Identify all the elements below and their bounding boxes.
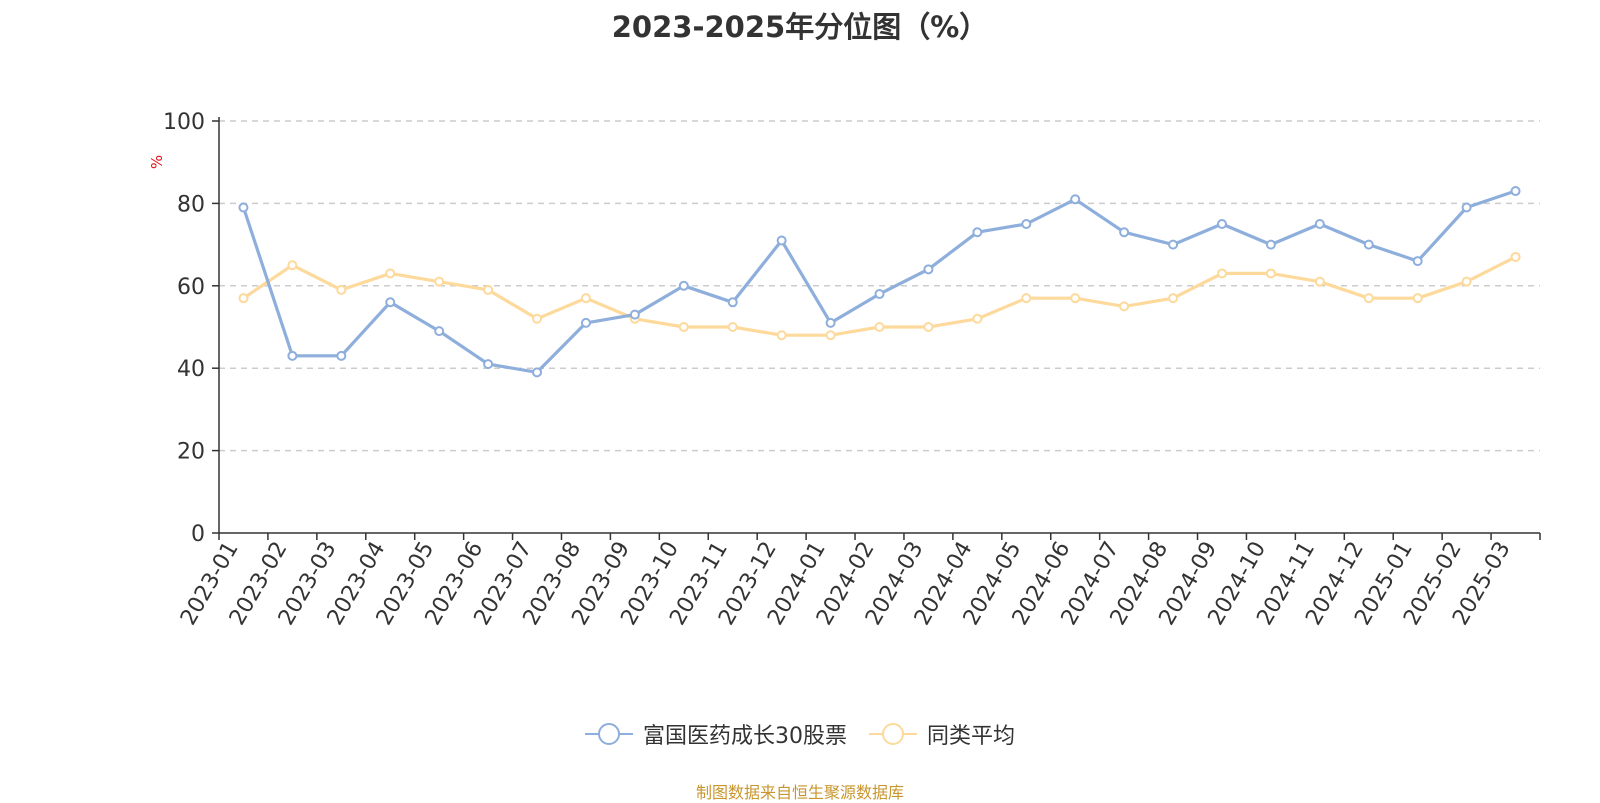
data-point bbox=[1216, 268, 1227, 279]
data-point bbox=[1070, 293, 1081, 304]
data-point bbox=[1363, 239, 1374, 250]
y-tick-label: 100 bbox=[163, 110, 205, 135]
data-point bbox=[483, 359, 494, 370]
data-point bbox=[727, 297, 738, 308]
data-point bbox=[1412, 293, 1423, 304]
data-point bbox=[385, 297, 396, 308]
legend-marker-average bbox=[868, 721, 917, 747]
data-point bbox=[1314, 219, 1325, 229]
y-tick-label: 40 bbox=[177, 357, 205, 382]
data-point bbox=[1265, 239, 1276, 250]
legend-item-fund[interactable]: 富国医药成长30股票 bbox=[584, 718, 847, 750]
data-point bbox=[1510, 186, 1521, 197]
legend-marker-fund bbox=[584, 721, 633, 747]
y-tick-label: 20 bbox=[177, 440, 205, 465]
data-point bbox=[1412, 256, 1423, 267]
data-point bbox=[629, 309, 640, 320]
data-point bbox=[336, 284, 347, 295]
data-point bbox=[1461, 276, 1472, 287]
data-point bbox=[923, 264, 934, 275]
data-point bbox=[238, 293, 249, 304]
data-point bbox=[532, 367, 543, 378]
data-point bbox=[580, 293, 591, 304]
data-point bbox=[385, 268, 396, 279]
data-point bbox=[1168, 293, 1179, 304]
data-point bbox=[287, 350, 298, 361]
data-point bbox=[972, 227, 983, 238]
data-point bbox=[1119, 227, 1130, 238]
data-point bbox=[532, 313, 543, 324]
data-point bbox=[1119, 301, 1130, 312]
data-point bbox=[678, 322, 689, 332]
data-point bbox=[434, 276, 445, 287]
data-point bbox=[1168, 239, 1179, 250]
data-point bbox=[1510, 251, 1521, 262]
data-point bbox=[1363, 293, 1374, 304]
data-point bbox=[580, 317, 591, 328]
data-point bbox=[1021, 219, 1032, 229]
legend: 富国医药成长30股票 同类平均 bbox=[0, 718, 1600, 750]
y-tick-label: 60 bbox=[177, 275, 205, 300]
data-point bbox=[923, 322, 934, 332]
data-point bbox=[1461, 202, 1472, 213]
data-point bbox=[1070, 194, 1081, 205]
y-tick-label: 0 bbox=[191, 522, 205, 547]
legend-item-average[interactable]: 同类平均 bbox=[868, 718, 1015, 750]
y-axis-label: % bbox=[148, 155, 166, 169]
data-point bbox=[238, 202, 249, 213]
data-point bbox=[1314, 276, 1325, 287]
y-tick-label: 80 bbox=[177, 192, 205, 217]
data-point bbox=[1265, 268, 1276, 279]
data-point bbox=[825, 330, 836, 341]
legend-label-fund: 富国医药成长30股票 bbox=[642, 724, 847, 749]
data-point bbox=[1021, 293, 1032, 304]
data-point bbox=[287, 260, 298, 271]
chart-title: 2023-2025年分位图（%） bbox=[611, 10, 989, 44]
data-point bbox=[678, 280, 689, 291]
legend-label-average: 同类平均 bbox=[926, 724, 1015, 749]
data-point bbox=[776, 330, 787, 341]
data-point bbox=[972, 313, 983, 324]
data-point bbox=[483, 284, 494, 295]
data-point bbox=[874, 322, 885, 332]
source-note: 制图数据来自恒生聚源数据库 bbox=[695, 783, 904, 802]
data-point bbox=[874, 289, 885, 300]
data-point bbox=[336, 350, 347, 361]
data-point bbox=[825, 317, 836, 328]
data-point bbox=[727, 322, 738, 332]
data-point bbox=[776, 235, 787, 246]
data-point bbox=[1216, 219, 1227, 229]
data-point bbox=[434, 326, 445, 337]
